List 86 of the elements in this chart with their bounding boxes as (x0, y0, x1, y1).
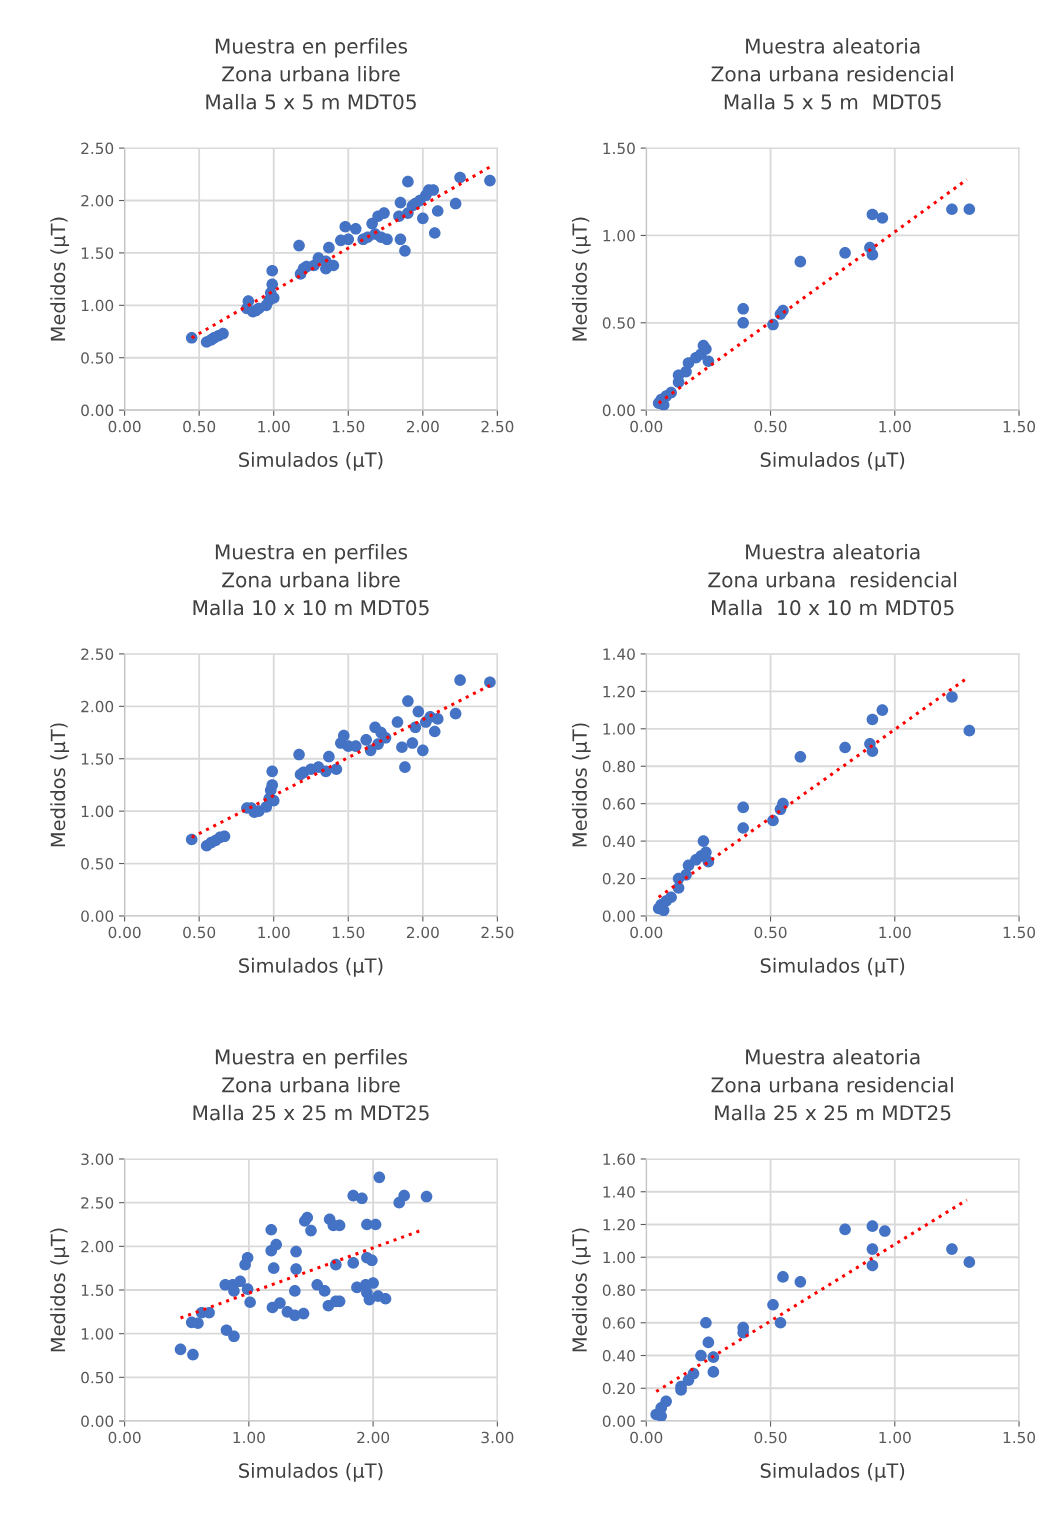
y-tick-label: 0.20 (602, 872, 635, 885)
y-tick-label: 1.00 (81, 805, 114, 818)
x-tick-label: 1.00 (258, 420, 290, 433)
y-tick-label: 0.20 (602, 1382, 635, 1395)
y-tick-label: 2.50 (81, 142, 114, 155)
y-tick-label: 2.00 (81, 700, 114, 713)
x-tick-label: 1.00 (879, 926, 911, 939)
y-tick-label: 1.00 (603, 723, 635, 735)
x-tick-label: 2.50 (481, 420, 514, 433)
x-tick-label: 1.50 (1003, 1431, 1036, 1444)
y-axis-title: Medidos (µT) (571, 1228, 591, 1352)
x-tick-label: 0.00 (108, 1431, 141, 1444)
x-tick-label: 2.00 (406, 926, 439, 939)
y-tick-label: 1.40 (603, 1186, 635, 1198)
x-tick-label: 1.50 (1003, 926, 1036, 939)
y-tick-label: 1.00 (603, 229, 635, 242)
x-axis-title: Simulados (µT) (239, 1462, 383, 1482)
x-tick-label: 2.50 (481, 926, 514, 939)
chart-title: Muestra aleatoria Zona urbana residencial Malla 5 x 5 m MDT05 (711, 38, 953, 110)
x-axis-title: Simulados (µT) (760, 957, 905, 977)
y-tick-label: 0.00 (81, 910, 114, 922)
x-tick-label: 0.00 (108, 926, 141, 939)
x-axis-title: Simulados (µT) (760, 1462, 905, 1482)
y-tick-label: 3.00 (81, 1153, 114, 1166)
x-axis-title: Simulados (µT) (760, 452, 905, 471)
y-tick-label: 0.00 (81, 1415, 114, 1428)
y-tick-label: 0.00 (81, 404, 114, 417)
x-tick-label: 0.00 (630, 1431, 663, 1444)
x-axis-title: Simulados (µT) (239, 452, 383, 471)
y-tick-label: 1.00 (603, 1251, 635, 1264)
y-tick-label: 0.40 (602, 1349, 635, 1362)
y-tick-label: 0.80 (602, 1284, 635, 1297)
y-tick-label: 2.50 (81, 1197, 114, 1209)
y-tick-label: 1.50 (81, 247, 114, 259)
y-tick-label: 2.00 (81, 1240, 114, 1253)
x-tick-label: 1.00 (233, 1431, 265, 1444)
y-tick-label: 1.60 (603, 1153, 635, 1166)
y-tick-label: 0.50 (81, 858, 114, 870)
x-tick-label: 0.00 (108, 420, 141, 433)
chart-title: Muestra aleatoria Zona urbana residencial Malla 25 x 25 m MDT25 (711, 1048, 953, 1121)
y-axis-title: Medidos (µT) (571, 723, 591, 847)
x-tick-label: 1.50 (332, 420, 365, 433)
y-tick-label: 0.00 (602, 404, 635, 417)
x-tick-label: 2.00 (406, 420, 439, 433)
y-tick-label: 0.00 (602, 1415, 635, 1428)
y-tick-label: 1.50 (81, 753, 114, 765)
y-tick-label: 0.60 (602, 1317, 635, 1329)
y-axis-title: Medidos (µT) (571, 217, 591, 341)
y-tick-label: 0.00 (602, 910, 635, 922)
x-tick-label: 0.50 (183, 926, 216, 939)
x-tick-label: 0.50 (754, 926, 787, 939)
chart-title: Muestra en perfiles Zona urbana libre Malla 10 x 10 m MDT05 (193, 543, 429, 616)
x-tick-label: 2.00 (357, 1431, 390, 1444)
x-tick-label: 0.50 (754, 420, 787, 433)
y-tick-label: 0.50 (81, 352, 114, 364)
y-tick-label: 0.80 (602, 760, 635, 773)
x-tick-label: 0.00 (630, 420, 663, 433)
y-tick-label: 0.50 (602, 317, 635, 329)
y-tick-label: 0.60 (602, 798, 635, 810)
y-tick-label: 1.00 (81, 1328, 114, 1340)
x-tick-label: 1.50 (1003, 420, 1036, 433)
chart-title: Muestra aleatoria Zona urbana residencial Malla 10 x 10 m MDT05 (708, 543, 957, 616)
y-tick-label: 2.50 (81, 648, 114, 660)
x-tick-label: 0.50 (183, 420, 216, 433)
y-tick-label: 1.50 (81, 1284, 114, 1297)
y-tick-label: 1.50 (603, 142, 635, 155)
y-axis-title: Medidos (µT) (50, 723, 70, 847)
x-tick-label: 1.50 (332, 926, 365, 939)
y-tick-label: 1.00 (81, 299, 114, 312)
y-tick-label: 0.50 (81, 1371, 114, 1384)
x-axis-title: Simulados (µT) (239, 957, 383, 977)
x-tick-label: 1.00 (879, 420, 911, 433)
y-tick-label: 2.00 (81, 194, 114, 207)
chart-title: Muestra en perfiles Zona urbana libre Malla 5 x 5 m MDT05 (206, 38, 416, 110)
y-axis-title: Medidos (µT) (50, 217, 70, 341)
x-tick-label: 0.00 (630, 926, 663, 939)
chart-title: Muestra en perfiles Zona urbana libre Malla 25 x 25 m MDT25 (193, 1048, 429, 1121)
y-tick-label: 0.40 (602, 835, 635, 848)
y-tick-label: 1.20 (603, 685, 635, 698)
x-tick-label: 0.50 (754, 1431, 787, 1444)
x-tick-label: 1.00 (879, 1431, 911, 1444)
y-tick-label: 1.40 (603, 648, 635, 660)
y-axis-title: Medidos (µT) (50, 1228, 70, 1352)
x-tick-label: 1.00 (258, 926, 290, 939)
x-tick-label: 3.00 (481, 1431, 514, 1444)
y-tick-label: 1.20 (603, 1218, 635, 1231)
